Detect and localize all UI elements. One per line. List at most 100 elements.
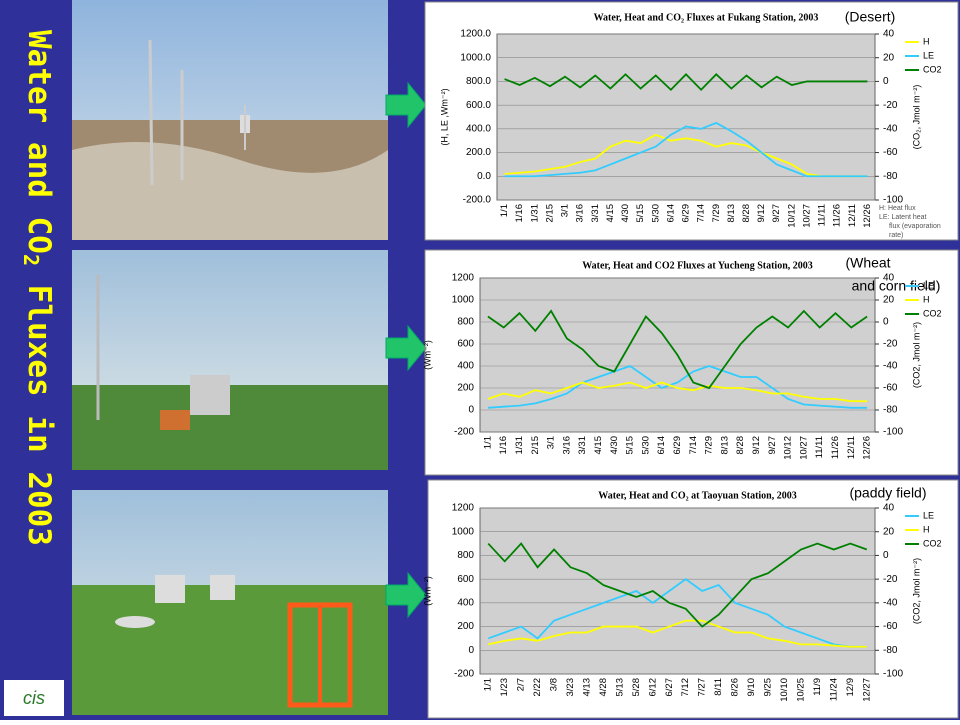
y2-tick-label: -60 <box>883 147 898 158</box>
x-tick-label: 1/1 <box>482 436 493 449</box>
series-line <box>487 364 868 409</box>
chart-title: Water, Heat and CO2 Fluxes at Yucheng St… <box>582 260 813 271</box>
x-tick-label: 12/26 <box>862 436 873 460</box>
x-tick-label: 11/9 <box>812 678 823 696</box>
y-tick-label: -200 <box>454 669 474 680</box>
svg-text:cis: cis <box>23 688 45 708</box>
y2-tick-label: -80 <box>883 405 898 416</box>
x-tick-label: 9/12 <box>756 204 767 223</box>
x-tick-label: 6/14 <box>665 204 676 223</box>
x-tick-label: 4/15 <box>593 436 604 455</box>
y-tick-label: 1000 <box>452 526 475 537</box>
photo-wheat <box>72 250 388 470</box>
y2-tick-label: -20 <box>883 574 898 585</box>
legend-label: H <box>923 294 930 304</box>
y-axis-label: (Wm⁻²) <box>422 340 432 370</box>
x-tick-label: 2/22 <box>532 678 543 697</box>
x-tick-label: 11/11 <box>814 436 825 458</box>
legend-label: H <box>923 36 930 46</box>
chart-title: Water, Heat and CO₂ at Taoyuan Station, … <box>598 490 797 501</box>
x-tick-label: 8/26 <box>730 678 741 697</box>
plot-area <box>479 507 876 675</box>
y2-tick-label: -40 <box>883 361 898 372</box>
x-tick-label: 10/25 <box>795 678 806 702</box>
x-tick-label: 9/12 <box>751 436 762 455</box>
y2-tick-label: -40 <box>883 597 898 608</box>
x-tick-label: 3/23 <box>565 678 576 697</box>
x-tick-label: 6/14 <box>656 436 667 455</box>
y2-axis-label: (CO2, Jmol m⁻²) <box>911 322 921 388</box>
series-line <box>487 381 868 403</box>
x-tick-label: 5/15 <box>635 204 646 223</box>
legend-label: LE <box>923 50 934 60</box>
y2-axis-label: (CO2, Jmol m⁻²) <box>911 558 921 624</box>
y-tick-label: 0 <box>468 405 474 416</box>
y-tick-label: 200.0 <box>466 147 491 158</box>
x-tick-label: 11/11 <box>817 204 828 226</box>
x-tick-label: 6/12 <box>647 678 658 697</box>
x-tick-label: 12/11 <box>846 436 857 459</box>
y2-tick-label: 40 <box>883 273 895 284</box>
y2-tick-label: 0 <box>883 550 889 561</box>
y-tick-label: 200 <box>457 621 474 632</box>
y-tick-label: 600 <box>457 339 474 350</box>
y-tick-label: 800 <box>457 317 474 328</box>
x-tick-label: 8/13 <box>719 436 730 455</box>
y-tick-label: 0.0 <box>477 171 491 182</box>
y2-tick-label: 20 <box>883 52 895 63</box>
y2-tick-label: -20 <box>883 100 898 111</box>
x-tick-label: 9/27 <box>771 204 782 223</box>
y-tick-label: 1000.0 <box>460 52 491 63</box>
y2-tick-label: -80 <box>883 645 898 656</box>
y-tick-label: 800.0 <box>466 76 491 87</box>
x-tick-label: 1/1 <box>499 204 510 217</box>
note: rate) <box>889 232 903 239</box>
x-tick-label: 4/30 <box>609 436 620 455</box>
x-tick-label: 7/29 <box>711 204 722 223</box>
y2-tick-label: -40 <box>883 123 898 134</box>
x-tick-label: 8/13 <box>726 204 737 223</box>
x-tick-label: 10/12 <box>783 436 794 460</box>
x-tick-label: 5/15 <box>625 436 636 455</box>
annotation: and corn field) <box>852 278 941 294</box>
x-tick-label: 5/30 <box>640 436 651 455</box>
x-tick-label: 4/13 <box>581 678 592 697</box>
y-tick-label: 800 <box>457 550 474 561</box>
y-axis-label: (H, LE ,Wm⁻²) <box>439 88 449 145</box>
x-tick-label: 10/27 <box>801 204 812 228</box>
x-tick-label: 1/23 <box>499 678 510 697</box>
x-tick-label: 3/16 <box>575 204 586 223</box>
y2-tick-label: 40 <box>883 503 895 514</box>
x-tick-label: 3/1 <box>560 204 571 217</box>
chart-title: Water, Heat and CO₂ Fluxes at Fukang Sta… <box>594 12 819 23</box>
x-tick-label: 1/31 <box>514 436 525 455</box>
x-tick-label: 9/10 <box>746 678 757 697</box>
series-line <box>487 578 867 648</box>
legend-label: LE <box>923 280 934 290</box>
series-line <box>487 309 868 390</box>
x-tick-label: 4/30 <box>620 204 631 223</box>
x-tick-label: 11/26 <box>830 436 841 459</box>
legend-label: LE <box>923 510 934 520</box>
y-tick-label: -200 <box>454 427 474 438</box>
y2-tick-label: 20 <box>883 526 895 537</box>
legend-label: CO2 <box>923 538 942 548</box>
y-tick-label: 0 <box>468 645 474 656</box>
photo-desert <box>72 0 388 240</box>
x-tick-label: 9/27 <box>767 436 778 455</box>
x-tick-label: 4/28 <box>598 678 609 697</box>
x-tick-label: 8/11 <box>713 678 724 696</box>
annotation: (paddy field) <box>849 485 926 501</box>
annotation: (Desert) <box>845 9 896 25</box>
x-tick-label: 3/31 <box>590 204 601 223</box>
x-tick-label: 5/13 <box>614 678 625 697</box>
x-tick-label: 12/27 <box>861 678 872 702</box>
x-tick-label: 1/16 <box>514 204 525 223</box>
x-tick-label: 5/28 <box>631 678 642 697</box>
x-tick-label: 6/27 <box>664 678 675 697</box>
y2-tick-label: 0 <box>883 317 889 328</box>
annotation: (Wheat <box>845 255 890 271</box>
x-tick-label: 3/1 <box>546 436 557 449</box>
x-tick-label: 2/15 <box>544 204 555 223</box>
